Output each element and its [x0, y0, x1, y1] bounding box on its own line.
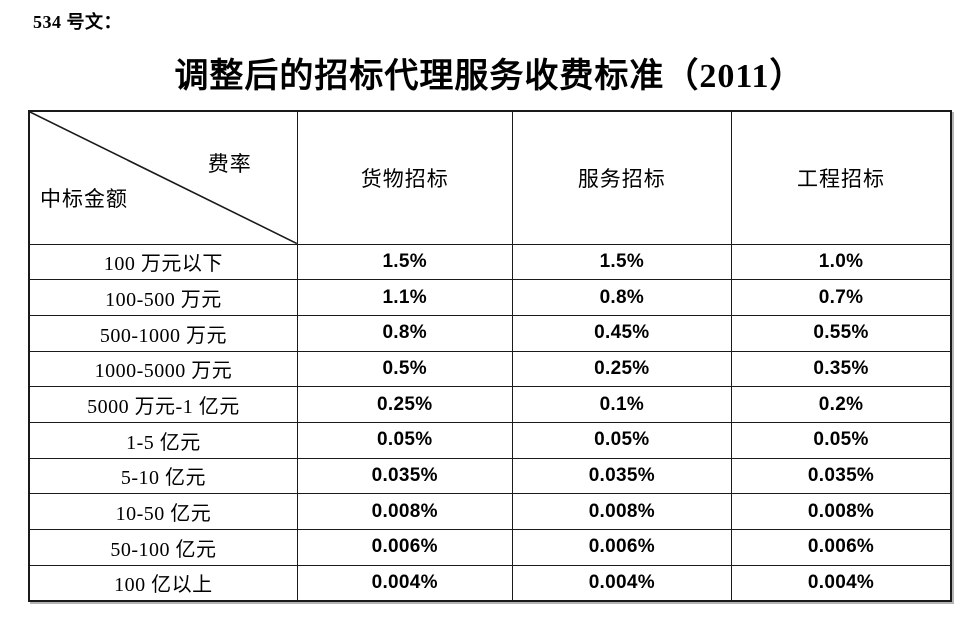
table-row: 100 亿以上 0.004% 0.004% 0.004%: [28, 564, 952, 602]
corner-header-cell: 费率 中标金额: [28, 110, 298, 245]
fee-value: 0.55%: [731, 314, 952, 352]
fee-value: 0.006%: [731, 529, 952, 566]
fee-value: 0.25%: [296, 386, 513, 423]
fee-value: 0.8%: [296, 314, 513, 352]
fee-value: 1.5%: [511, 243, 733, 281]
fee-value: 0.006%: [511, 529, 733, 566]
fee-value: 1.0%: [731, 243, 952, 281]
column-header-engineering-bidding: 工程招标: [731, 110, 952, 245]
column-header-goods-bidding: 货物招标: [296, 110, 513, 245]
fee-value: 0.8%: [511, 279, 733, 316]
diagonal-divider-line: [30, 112, 297, 243]
table-row: 500-1000 万元 0.8% 0.45% 0.55%: [28, 314, 952, 352]
table-row: 5000 万元-1 亿元 0.25% 0.1% 0.2%: [28, 386, 952, 423]
table-row: 1-5 亿元 0.05% 0.05% 0.05%: [28, 421, 952, 459]
fee-value: 0.004%: [296, 564, 513, 602]
fee-value: 0.45%: [511, 314, 733, 352]
fee-value: 0.004%: [511, 564, 733, 602]
page-title: 调整后的招标代理服务收费标准（2011）: [174, 58, 805, 95]
row-label: 500-1000 万元: [28, 314, 298, 352]
corner-label-bid-amount: 中标金额: [40, 186, 128, 211]
fee-value: 0.2%: [731, 386, 952, 423]
row-label: 10-50 亿元: [28, 493, 298, 530]
fee-value: 0.035%: [731, 457, 952, 495]
row-label: 100 万元以下: [28, 243, 298, 281]
fee-value: 1.1%: [296, 279, 513, 316]
table-row: 100 万元以下 1.5% 1.5% 1.0%: [28, 243, 952, 281]
row-label: 1000-5000 万元: [28, 350, 298, 388]
column-header-service-bidding: 服务招标: [511, 110, 733, 245]
table-row: 1000-5000 万元 0.5% 0.25% 0.35%: [28, 350, 952, 388]
fee-value: 0.008%: [296, 493, 513, 530]
fee-value: 0.035%: [511, 457, 733, 495]
fee-value: 0.006%: [296, 529, 513, 566]
doc-number: 534 号文：: [33, 12, 122, 32]
table-row: 100-500 万元 1.1% 0.8% 0.7%: [28, 279, 952, 316]
row-label: 50-100 亿元: [28, 529, 298, 566]
fee-value: 0.05%: [296, 421, 513, 459]
fee-value: 0.05%: [511, 421, 733, 459]
row-label: 5000 万元-1 亿元: [28, 386, 298, 423]
fee-value: 1.5%: [296, 243, 513, 281]
fee-value: 0.7%: [731, 279, 952, 316]
fee-rate-table: 费率 中标金额 货物招标 服务招标 工程招标 100 万元以下 1.5% 1.5…: [28, 110, 952, 602]
fee-value: 0.004%: [731, 564, 952, 602]
fee-value: 0.5%: [296, 350, 513, 388]
fee-value: 0.008%: [731, 493, 952, 530]
fee-value: 0.05%: [731, 421, 952, 459]
fee-value: 0.008%: [511, 493, 733, 530]
table-row: 10-50 亿元 0.008% 0.008% 0.008%: [28, 493, 952, 530]
row-label: 1-5 亿元: [28, 421, 298, 459]
fee-value: 0.25%: [511, 350, 733, 388]
table-row: 50-100 亿元 0.006% 0.006% 0.006%: [28, 529, 952, 566]
row-label: 100-500 万元: [28, 279, 298, 316]
fee-value: 0.35%: [731, 350, 952, 388]
corner-label-fee-rate: 费率: [207, 152, 252, 176]
table-header-row: 费率 中标金额 货物招标 服务招标 工程招标: [28, 110, 952, 245]
fee-value: 0.035%: [296, 457, 513, 495]
row-label: 100 亿以上: [28, 564, 298, 602]
fee-value: 0.1%: [511, 386, 733, 423]
table-row: 5-10 亿元 0.035% 0.035% 0.035%: [28, 457, 952, 495]
row-label: 5-10 亿元: [28, 457, 298, 495]
